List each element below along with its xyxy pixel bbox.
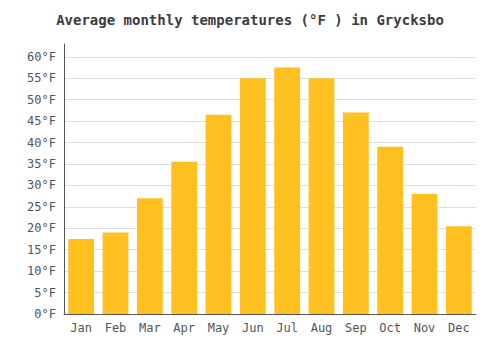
svg-text:Nov: Nov [414,321,436,335]
svg-text:35°F: 35°F [27,157,56,171]
svg-text:50°F: 50°F [27,93,56,107]
svg-text:May: May [208,321,230,335]
svg-text:15°F: 15°F [27,243,56,257]
svg-text:Oct: Oct [379,321,401,335]
svg-text:Apr: Apr [173,321,195,335]
svg-text:Jul: Jul [276,321,298,335]
svg-text:Dec: Dec [448,321,470,335]
svg-text:45°F: 45°F [27,114,56,128]
svg-text:30°F: 30°F [27,178,56,192]
svg-text:10°F: 10°F [27,264,56,278]
svg-text:40°F: 40°F [27,136,56,150]
svg-text:Feb: Feb [105,321,127,335]
svg-text:25°F: 25°F [27,200,56,214]
svg-text:Average monthly temperatures (: Average monthly temperatures (°F ) in Gr… [56,12,444,28]
svg-text:60°F: 60°F [27,50,56,64]
svg-text:Jun: Jun [242,321,264,335]
svg-text:0°F: 0°F [34,307,56,321]
svg-text:5°F: 5°F [34,286,56,300]
svg-text:Aug: Aug [311,321,333,335]
svg-text:Mar: Mar [139,321,161,335]
svg-text:55°F: 55°F [27,71,56,85]
svg-text:Jan: Jan [70,321,92,335]
svg-text:20°F: 20°F [27,221,56,235]
svg-text:Sep: Sep [345,321,367,335]
